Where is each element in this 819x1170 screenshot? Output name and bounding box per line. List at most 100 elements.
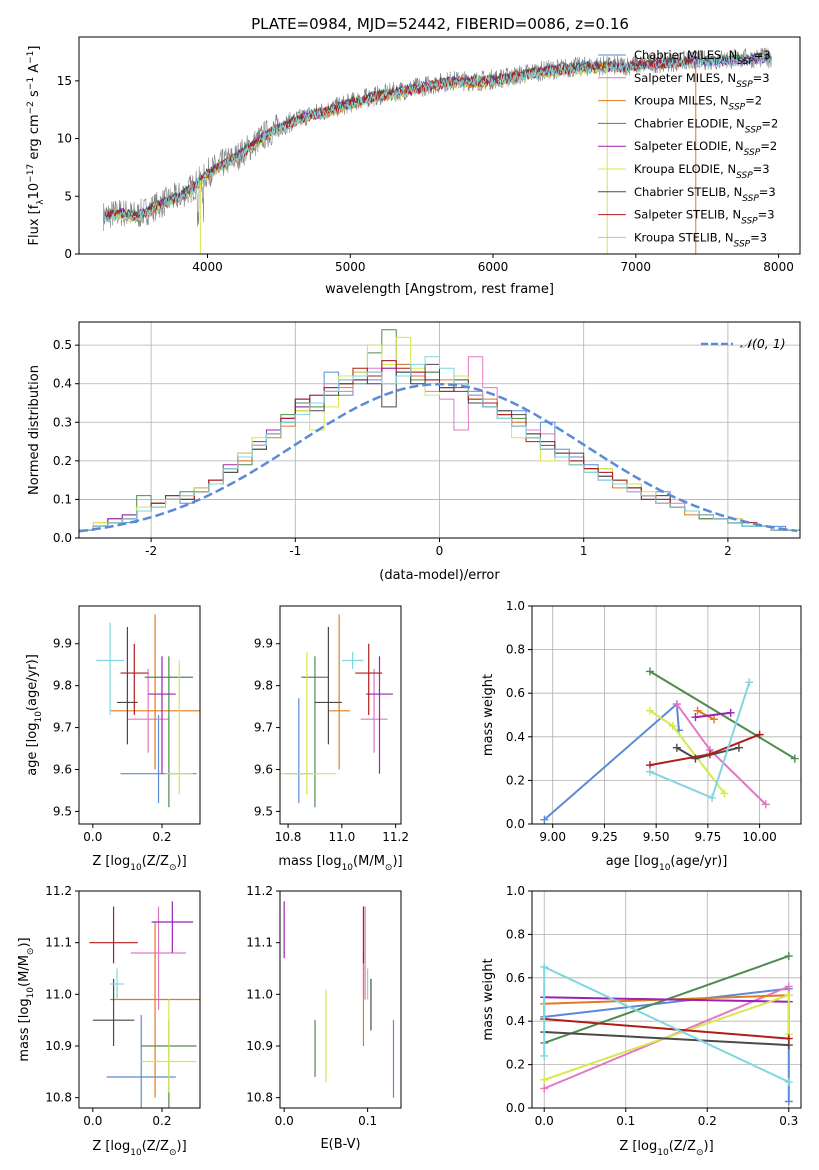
series-marker-kroupa_stelib	[784, 1077, 793, 1086]
y-tick-label: 0.3	[53, 415, 72, 429]
mass-vs-z-axes-plot-area	[89, 901, 200, 1108]
series-line-salpeter_elodie	[695, 711, 731, 719]
x-tick-label: 1	[580, 544, 588, 558]
series-marker-chabrier_elodie	[790, 754, 799, 763]
x-tick-label: 0.0	[83, 1114, 102, 1128]
y-tick-label: 9.6	[53, 763, 72, 777]
y-tick-label: 0.2	[506, 1058, 525, 1072]
age-vs-mass-axes: 10.8 11.0 11.2 9.5 9.6 9.7 9.8 9.9 mass [log10(M…	[254, 605, 409, 873]
y-tick-label: 10.8	[45, 1091, 72, 1105]
y-tick-label: 0.4	[506, 1014, 525, 1028]
y-tick-label: 9.5	[53, 804, 72, 818]
legend: 𝒩(0, 1)	[701, 336, 786, 351]
axes-frame	[78, 321, 801, 539]
x-tick-label: 9.50	[643, 830, 670, 844]
y-tick-label: 0.2	[506, 773, 525, 787]
series-marker-salpeter_miles	[784, 982, 793, 991]
y-axis-label: mass [log10(M/M⊙)]	[17, 937, 36, 1061]
y-tick-label: 0.0	[53, 531, 72, 545]
axes-frame	[531, 890, 802, 1109]
y-tick-label: 1.0	[506, 884, 525, 898]
y-tick-label: 1.0	[506, 599, 525, 613]
mass-weight-vs-z-axes-plot-area	[532, 891, 801, 1108]
series-line-salpeter_stelib	[649, 733, 760, 767]
series-marker-kroupa_miles	[710, 715, 719, 724]
y-tick-label: 0.0	[506, 1101, 525, 1115]
series-marker-salpeter_miles	[672, 700, 681, 709]
y-tick-label: 9.5	[254, 804, 273, 818]
axes-frame	[78, 890, 201, 1109]
x-tick-label: 0.0	[83, 830, 102, 844]
axes-frame	[279, 605, 402, 825]
y-tick-label: 10	[57, 132, 72, 146]
series-marker-chabrier_miles	[540, 815, 549, 824]
series-marker-kroupa_stelib	[540, 1051, 549, 1060]
series-line-chabrier_elodie	[649, 670, 796, 760]
legend-entry: Kroupa MILES, NSSP=2	[634, 94, 762, 113]
series-marker-chabrier_elodie	[784, 952, 793, 961]
y-tick-label: 0.2	[53, 454, 72, 468]
series-marker-kroupa_stelib	[745, 678, 754, 687]
y-axis-label: Normed distribution	[27, 365, 42, 495]
x-tick-label: 0	[436, 544, 444, 558]
x-tick-label: 8000	[763, 260, 794, 274]
y-axis-label: age [log10(age/yr)]	[25, 654, 44, 776]
series-line-kroupa_elodie	[543, 993, 790, 1081]
histogram-salpeter_stelib	[79, 360, 800, 538]
x-axis-label: mass [log10(M/M⊙)]	[278, 854, 402, 873]
series-marker-salpeter_stelib	[755, 730, 764, 739]
axes-frame	[78, 605, 201, 825]
series-marker-chabrier_stelib	[734, 743, 743, 752]
x-tick-label: 11.2	[382, 830, 409, 844]
x-axis-label: (data-model)/error	[379, 568, 500, 583]
series-line-chabrier_miles	[543, 987, 790, 1102]
y-axis-label: mass weight	[481, 958, 496, 1040]
y-tick-label: 0.6	[506, 686, 525, 700]
residual-axes: -2 -1 0 1 2 0.0 0.1 0.2 0.3 0.4 0.5 𝒩(0, 1) (data-mo…	[27, 321, 801, 583]
legend-entry: Chabrier STELIB, NSSP=3	[634, 185, 776, 204]
x-tick-label: 0.1	[358, 1114, 377, 1128]
mass-vs-ebv-axes-plot-area	[283, 901, 395, 1098]
y-tick-label: 9.9	[53, 637, 72, 651]
series-marker-salpeter_stelib	[784, 1034, 793, 1043]
x-axis-label: E(B-V)	[320, 1137, 360, 1152]
mass-vs-ebv-axes: 0.0 0.1 10.8 10.9 11.0 11.1 11.2 E(B-V)	[246, 884, 402, 1152]
series-marker-kroupa_elodie	[645, 706, 654, 715]
legend: Chabrier MILES, NSSP=3 Salpeter MILES, NS…	[598, 48, 778, 249]
x-axis-label: age [log10(age/yr)]	[606, 854, 728, 873]
x-axis-label: wavelength [Angstrom, rest frame]	[325, 282, 554, 297]
y-tick-label: 5	[64, 189, 72, 203]
residual-axes-plot-area	[79, 322, 800, 538]
figure-title: PLATE=0984, MJD=52442, FIBERID=0086, z=0…	[251, 15, 629, 33]
x-tick-label: 9.25	[591, 830, 618, 844]
y-tick-label: 0.0	[506, 817, 525, 831]
age-vs-z-axes: 0.0 0.2 9.5 9.6 9.7 9.8 9.9 Z [log10(Z/Z⊙)] age …	[25, 605, 201, 873]
spectrum-axes-plot-area	[103, 47, 772, 254]
x-tick-label: 4000	[192, 260, 223, 274]
y-tick-label: 0.8	[506, 643, 525, 657]
series-line-salpeter_stelib	[544, 1018, 789, 1040]
series-line-chabrier_miles	[543, 702, 680, 821]
series-marker-kroupa_stelib	[645, 767, 654, 776]
y-tick-label: 0.8	[506, 927, 525, 941]
legend-entry: Chabrier MILES, NSSP=3	[634, 48, 771, 67]
series-marker-chabrier_miles	[784, 1097, 793, 1106]
y-tick-label: 9.6	[254, 763, 273, 777]
y-tick-label: 11.2	[246, 884, 273, 898]
x-tick-label: 5000	[335, 260, 366, 274]
series-marker-kroupa_elodie	[668, 721, 677, 730]
y-tick-label: 9.7	[254, 721, 273, 735]
series-marker-kroupa_miles	[693, 706, 702, 715]
y-tick-label: 10.9	[246, 1039, 273, 1053]
series-marker-kroupa_elodie	[540, 1075, 549, 1084]
x-tick-label: 6000	[478, 260, 509, 274]
data-spectrum-line	[103, 47, 772, 231]
axes-frame	[279, 890, 402, 1109]
y-tick-label: 9.9	[254, 637, 273, 651]
mass-weight-vs-age-axes: 9.00 9.25 9.50 9.75 10.00 0.0 0.2 0.4 0.6 0.8 1.0 m…	[481, 599, 802, 873]
mass-weight-vs-z-axes: 0.0 0.1 0.2 0.3 0.0 0.2 0.4 0.6 0.8 1.0 mass weigh…	[481, 884, 802, 1158]
x-tick-label: 0.1	[616, 1114, 635, 1128]
legend-entry: Kroupa ELODIE, NSSP=3	[634, 162, 770, 181]
series-marker-chabrier_elodie	[645, 667, 654, 676]
histogram-kroupa_stelib	[79, 356, 800, 538]
